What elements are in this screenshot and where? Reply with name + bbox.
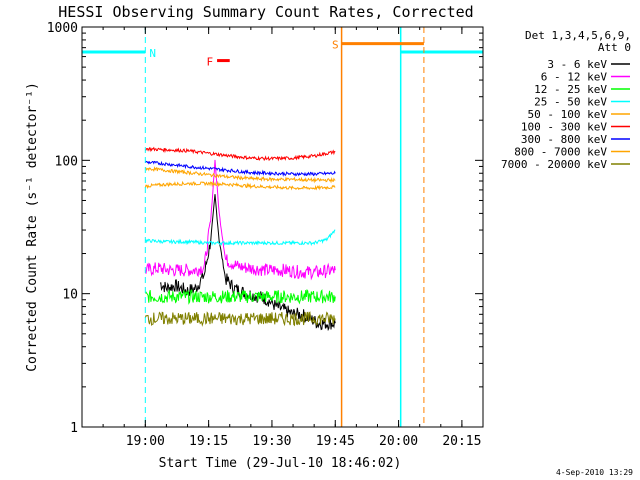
legend-entry-label: 3 - 6 keV	[547, 58, 607, 71]
legend-entry-label: 12 - 25 keV	[534, 83, 607, 96]
x-tick-label: 19:30	[252, 434, 291, 449]
night-marker-label: N	[149, 47, 156, 60]
legend-entry-label: 100 - 300 keV	[521, 121, 607, 134]
legend-entry-label: 6 - 12 keV	[541, 71, 608, 84]
y-axis-label: Corrected Count Rate (s⁻¹ detector⁻¹)	[25, 82, 40, 372]
x-tick-label: 19:00	[126, 434, 165, 449]
legend-header-line-2: Att 0	[598, 41, 631, 54]
legend-entry-label: 50 - 100 keV	[528, 108, 608, 121]
series-line	[145, 146, 336, 162]
saa-marker-label: S	[332, 39, 339, 52]
legend-entry-label: 800 - 7000 keV	[514, 146, 607, 159]
series-line	[144, 288, 336, 305]
plot-frame	[81, 26, 484, 428]
y-axis: 1 10 100 1000	[47, 21, 483, 436]
series-line	[144, 159, 336, 281]
date-stamp: 4-Sep-2010 13:29	[556, 468, 633, 477]
series-line	[144, 311, 336, 327]
y-tick-label: 1	[70, 421, 78, 436]
x-tick-label: 20:15	[442, 434, 481, 449]
x-tick-label: 20:00	[379, 434, 418, 449]
series-line	[159, 194, 336, 332]
legend-entry-label: 25 - 50 keV	[534, 96, 607, 109]
flare-marker-label: F	[206, 56, 213, 69]
y-tick-label: 1000	[47, 21, 78, 36]
legend-entry-label: 300 - 800 keV	[521, 133, 607, 146]
y-tick-label: 10	[62, 288, 78, 303]
x-tick-label: 19:45	[316, 434, 355, 449]
legend-header-line-1: Det 1,3,4,5,6,9,	[525, 29, 631, 42]
x-tick-label: 19:15	[189, 434, 228, 449]
legend-entry-label: 7000 - 20000 keV	[501, 158, 607, 171]
series-line	[144, 229, 336, 247]
marker-layer: N S F	[82, 27, 484, 427]
chart-title: HESSI Observing Summary Count Rates, Cor…	[58, 3, 473, 21]
series-line	[144, 166, 336, 184]
series-line	[144, 160, 336, 177]
y-tick-label: 100	[55, 154, 78, 169]
series-layer	[144, 146, 336, 332]
series-line	[144, 180, 336, 191]
x-axis-label: Start Time (29-Jul-10 18:46:02)	[159, 456, 402, 471]
x-axis: 19:00 19:15 19:30 19:45 20:00 20:15	[81, 27, 484, 449]
